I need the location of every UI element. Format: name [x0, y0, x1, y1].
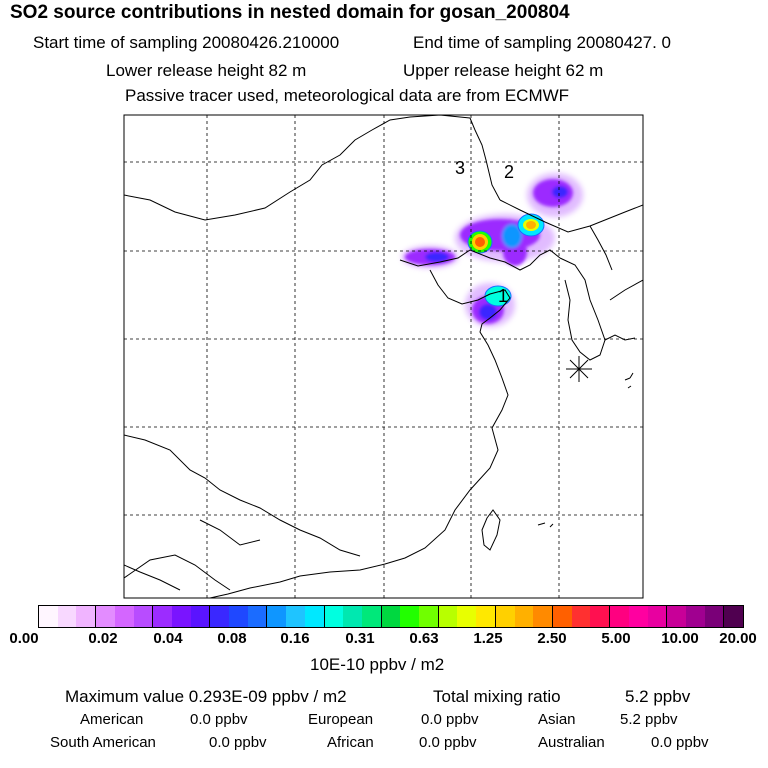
colorbar-units: 10E-10 ppbv / m2: [310, 655, 445, 674]
colorbar-segment: [628, 606, 648, 627]
colorbar-segment: [286, 606, 305, 627]
total-mixing-label: Total mixing ratio: [433, 687, 561, 706]
colorbar-segment: [704, 606, 725, 627]
end-time-label: End time of sampling 20080427. 0: [413, 33, 672, 52]
colorbar-segment: [590, 606, 611, 627]
colorbar-segment: [667, 606, 686, 627]
colorbar-segment: [343, 606, 362, 627]
colorbar-segment: [247, 606, 268, 627]
tick-label: 5.00: [601, 630, 631, 647]
colorbar-segment: [114, 606, 134, 627]
tick-label: 10.00: [661, 630, 699, 647]
colorbar-segment: [267, 606, 287, 627]
tick-label: 0.08: [217, 630, 247, 647]
lower-release-label: Lower release height 82 m: [106, 61, 307, 80]
concentration-plumes: [402, 173, 583, 327]
region-value: 0.0 ppbv: [190, 711, 248, 728]
colorbar-segment: [571, 606, 591, 627]
colorbar-segment: [419, 606, 439, 627]
colorbar-segment: [96, 606, 115, 627]
plot-title: SO2 source contributions in nested domai…: [10, 2, 570, 23]
source-label-1: 1: [498, 286, 508, 306]
tick-label: 0.00: [9, 630, 39, 647]
grid-lines: [124, 115, 643, 598]
colorbar-segment: [324, 606, 344, 627]
maximum-value: Maximum value 0.293E-09 ppbv / m2: [65, 687, 347, 706]
map-frame: [123, 114, 644, 599]
colorbar-segment: [57, 606, 77, 627]
colorbar-segment: [533, 606, 553, 627]
colorbar-segment: [495, 606, 515, 627]
tick-label: 0.04: [153, 630, 183, 647]
colorbar-segment: [39, 606, 58, 627]
region-value: 5.2 ppbv: [620, 711, 678, 728]
region-name: Australian: [538, 734, 605, 751]
upper-release-label: Upper release height 62 m: [403, 61, 604, 80]
receptor-asterisk-marker: [566, 356, 592, 382]
colorbar-segment: [438, 606, 458, 627]
tick-label: 0.63: [409, 630, 439, 647]
region-value: 0.0 ppbv: [421, 711, 479, 728]
region-value: 0.0 ppbv: [209, 734, 267, 751]
tick-label: 2.50: [537, 630, 567, 647]
source-label-2: 2: [504, 162, 514, 182]
colorbar-segment: [514, 606, 534, 627]
colorbar-segment: [400, 606, 420, 627]
colorbar-segment: [610, 606, 629, 627]
source-label-3: 3: [455, 158, 465, 178]
coastlines: [124, 115, 643, 598]
colorbar-segment: [685, 606, 705, 627]
colorbar-segment: [381, 606, 401, 627]
colorbar-segment: [552, 606, 572, 627]
tick-label: 0.02: [88, 630, 118, 647]
region-name: Asian: [538, 711, 576, 728]
colorbar-segment: [133, 606, 154, 627]
start-time-label: Start time of sampling 20080426.210000: [33, 33, 340, 52]
map-panel: 1 2 3: [123, 114, 644, 599]
region-name: European: [308, 711, 374, 728]
colorbar: [38, 605, 744, 628]
colorbar-segment: [724, 606, 744, 627]
region-name: African: [327, 734, 374, 751]
tick-label: 0.16: [280, 630, 310, 647]
colorbar-segment: [476, 606, 496, 627]
colorbar-segment: [304, 606, 325, 627]
region-value: 0.0 ppbv: [419, 734, 477, 751]
colorbar-segment: [210, 606, 230, 627]
colorbar-segment: [647, 606, 668, 627]
region-value: 0.0 ppbv: [651, 734, 709, 751]
colorbar-segment: [457, 606, 477, 627]
tick-label: 20.00: [719, 630, 757, 647]
tick-label: 0.31: [345, 630, 375, 647]
colorbar-segment: [76, 606, 97, 627]
colorbar-segment: [171, 606, 191, 627]
colorbar-segment: [190, 606, 211, 627]
region-name: South American: [50, 734, 156, 751]
colorbar-segment: [153, 606, 172, 627]
tick-label: 1.25: [473, 630, 503, 647]
tracer-note: Passive tracer used, meteorological data…: [125, 86, 570, 105]
colorbar-segment: [361, 606, 382, 627]
region-name: American: [80, 711, 144, 728]
total-mixing-value: 5.2 ppbv: [625, 687, 691, 706]
colorbar-segment: [229, 606, 248, 627]
